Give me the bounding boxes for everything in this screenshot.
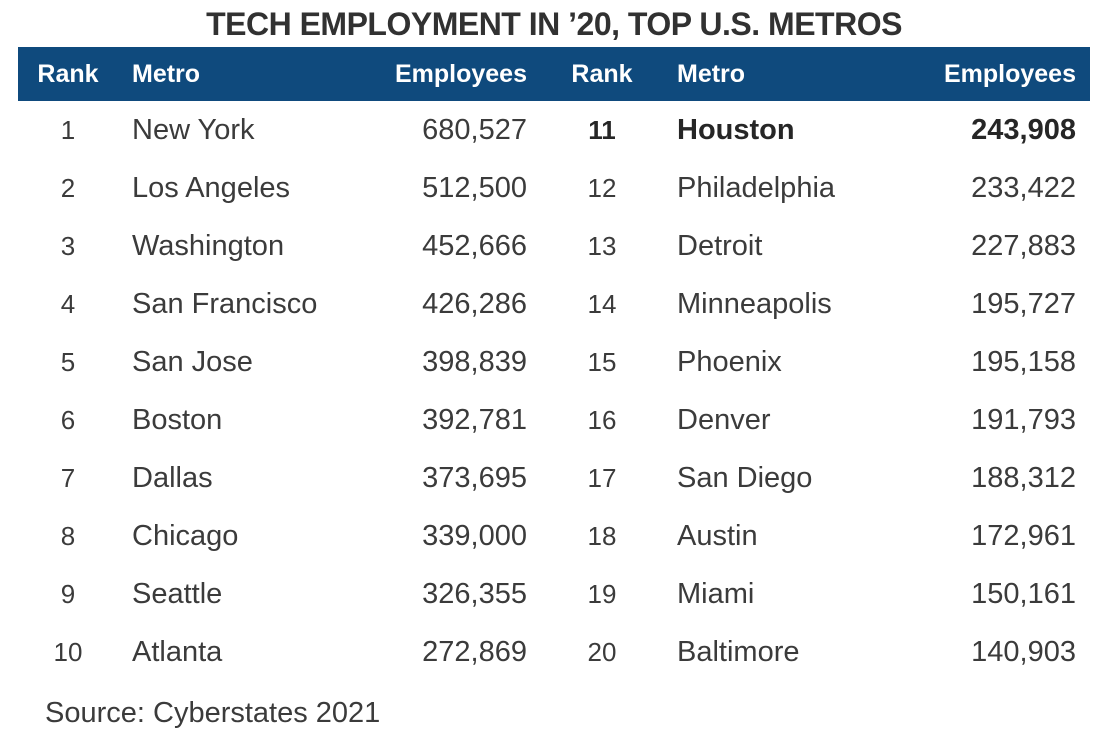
metro-cell: Washington [132,230,285,262]
rank-cell: 20 [587,637,617,667]
metro-cell: Minneapolis [677,288,832,320]
metro-cell: San Francisco [132,288,318,320]
rank-cell: 3 [60,231,76,261]
rank-cell: 12 [587,173,617,203]
employees-cell: 188,312 [971,462,1076,494]
rank-cell: 15 [587,347,617,377]
employees-cell: 191,793 [971,404,1076,436]
employees-cell: 426,286 [422,288,527,320]
rank-cell: 17 [587,463,617,493]
employees-cell: 512,500 [422,172,527,204]
rank-cell: 10 [53,637,83,667]
employees-cell: 452,666 [422,230,527,262]
rank-cell: 7 [60,463,76,493]
header-rank-right: Rank [541,47,663,101]
metro-cell: San Diego [677,462,813,494]
employees-cell: 150,161 [971,578,1076,610]
employees-cell: 373,695 [422,462,527,494]
employees-cell: 195,158 [971,346,1076,378]
header-employees-left: Employees [383,47,541,101]
metro-cell-highlight: Houston [677,114,795,146]
rank-cell: 19 [587,579,617,609]
metro-cell: Denver [677,404,771,436]
metro-cell: Austin [677,520,758,552]
metro-cell: Boston [132,404,223,436]
metro-cell: Detroit [677,230,763,262]
metro-cell: Seattle [132,578,223,610]
employees-cell: 195,727 [971,288,1076,320]
employees-cell: 398,839 [422,346,527,378]
metro-cell: Atlanta [132,636,223,668]
table-body: 1 New York 680,527 11 Houston 243,908 2 … [18,101,1090,681]
employees-cell-highlight: 243,908 [971,114,1076,146]
employees-cell: 680,527 [422,114,527,146]
metro-cell: Dallas [132,462,213,494]
rank-cell: 1 [60,115,76,145]
rank-cell: 16 [587,405,617,435]
rank-cell: 5 [60,347,76,377]
metro-cell: Miami [677,578,755,610]
employees-cell: 272,869 [422,636,527,668]
rank-cell: 2 [60,173,76,203]
source-note: Source: Cyberstates 2021 [45,697,381,729]
employees-cell: 392,781 [422,404,527,436]
employees-cell: 326,355 [422,578,527,610]
employees-cell: 140,903 [971,636,1076,668]
employees-cell: 233,422 [971,172,1076,204]
metro-cell: New York [132,114,255,146]
rank-cell: 6 [60,405,76,435]
page-title: TECH EMPLOYMENT IN ’20, TOP U.S. METROS [206,6,902,42]
employees-cell: 339,000 [422,520,527,552]
header-metro-right: Metro [663,47,915,101]
rank-cell: 14 [587,289,617,319]
tech-employment-table: Rank Metro Employees Rank Metro Employee… [18,47,1090,681]
rank-cell: 13 [587,231,617,261]
rank-cell: 9 [60,579,76,609]
rank-cell: 4 [60,289,76,319]
employees-cell: 227,883 [971,230,1076,262]
employees-cell: 172,961 [971,520,1076,552]
rank-cell: 18 [587,521,617,551]
metro-cell: Philadelphia [677,172,836,204]
metro-cell: Los Angeles [132,172,291,204]
metro-cell: Baltimore [677,636,800,668]
table-header-row: Rank Metro Employees Rank Metro Employee… [18,47,1090,101]
header-metro-left: Metro [118,47,383,101]
rank-cell-highlight: 11 [588,115,616,145]
rank-cell: 8 [60,521,76,551]
header-rank-left: Rank [18,47,118,101]
metro-cell: San Jose [132,346,253,378]
metro-cell: Chicago [132,520,239,552]
metro-cell: Phoenix [677,346,782,378]
header-employees-right: Employees [915,47,1090,101]
